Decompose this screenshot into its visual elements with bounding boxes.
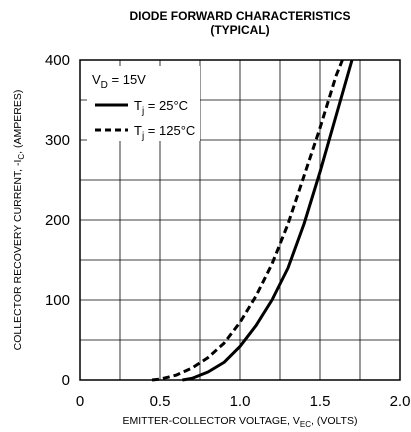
y-axis-label: COLLECTOR RECOVERY CURRENT, -IC, (AMPERE…	[12, 90, 26, 351]
x-tick-label: 0.5	[150, 393, 171, 410]
x-tick-label: 0	[76, 393, 84, 410]
y-tick-label: 200	[45, 212, 70, 229]
y-tick-label: 0	[62, 372, 70, 389]
series-line-125c	[151, 59, 344, 382]
grid	[80, 60, 400, 380]
x-tick-label: 2.0	[390, 393, 411, 410]
x-ticks: 0 0.5 1.0 1.5 2.0	[76, 393, 411, 410]
x-tick-label: 1.0	[230, 393, 251, 410]
y-tick-label: 300	[45, 132, 70, 149]
y-ticks: 0 100 200 300 400	[45, 52, 70, 389]
series-layer	[151, 59, 354, 382]
series-line-25c	[182, 59, 354, 382]
legend-label-125c: Tj = 125°C	[134, 123, 195, 142]
y-tick-label: 100	[45, 292, 70, 309]
legend-label-25c: Tj = 25°C	[134, 98, 188, 117]
x-tick-label: 1.5	[310, 393, 331, 410]
plot-frame	[79, 59, 401, 381]
x-axis-label: EMITTER-COLLECTOR VOLTAGE, VEC, (VOLTS)	[123, 415, 358, 429]
chart-subtitle: (TYPICAL)	[210, 23, 269, 37]
y-tick-label: 400	[45, 52, 70, 69]
chart-title: DIODE FORWARD CHARACTERISTICS	[129, 9, 350, 23]
condition-label: VD = 15V	[92, 72, 146, 91]
